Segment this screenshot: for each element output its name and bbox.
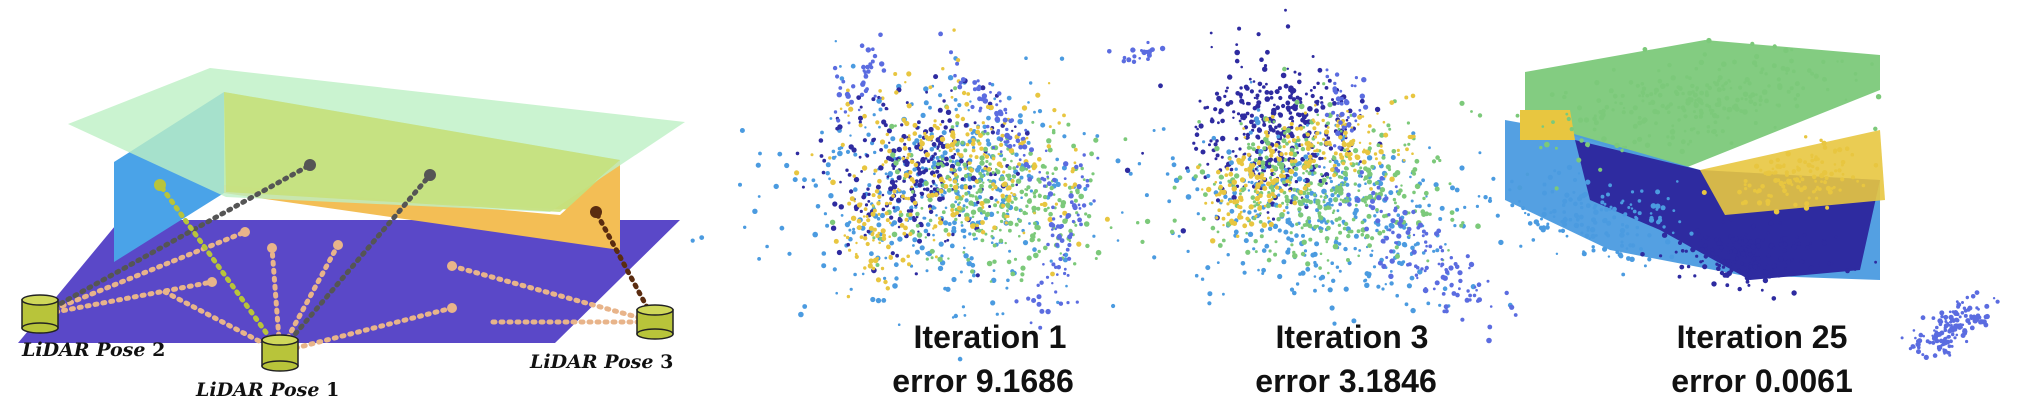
iteration-1-error: error 9.1686 xyxy=(892,363,1073,399)
sensor-pose-2 xyxy=(21,294,59,334)
hit-points xyxy=(154,159,602,313)
floor-rays xyxy=(37,229,658,355)
ceiling-overlap xyxy=(224,92,620,212)
iteration-25-error: error 0.0061 xyxy=(1671,363,1852,399)
point-cloud-iteration-1 xyxy=(690,28,1235,362)
iteration-3-error: error 3.1846 xyxy=(1255,363,1436,399)
iteration-3-title: Iteration 3 xyxy=(1276,319,1429,355)
wall-rays xyxy=(37,162,658,355)
pose-label-3: LiDAR Pose 3 xyxy=(529,351,673,373)
sensor-pose-3 xyxy=(636,304,674,340)
point-cloud-iteration-25 xyxy=(1459,37,2000,360)
pose-label-2: LiDAR Pose 2 xyxy=(21,339,165,361)
point-cloud-iteration-3 xyxy=(1089,8,1530,344)
room-diagram: LiDAR Pose 2 LiDAR Pose 1 LiDAR Pose 3 xyxy=(18,68,685,401)
floor-plane xyxy=(18,220,680,343)
sensor-pose-1 xyxy=(261,334,299,372)
pose-label-1: LiDAR Pose 1 xyxy=(195,379,339,401)
iteration-25-title: Iteration 25 xyxy=(1677,319,1848,355)
iteration-1-title: Iteration 1 xyxy=(914,319,1067,355)
